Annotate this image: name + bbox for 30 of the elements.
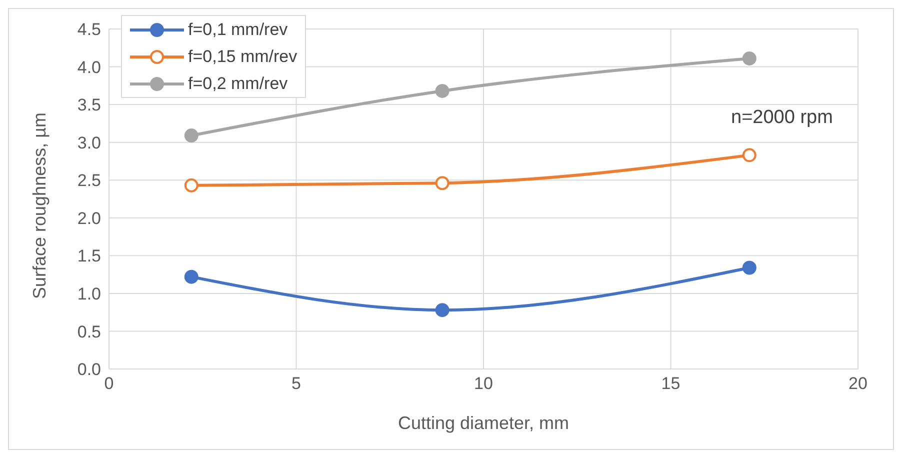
y-axis-title: Surface roughness, µm (29, 112, 50, 299)
y-tick-label: 2.5 (77, 171, 101, 190)
x-tick-label: 15 (661, 374, 680, 394)
point (435, 176, 450, 190)
x-tick-label: 0 (104, 374, 114, 394)
point (742, 148, 756, 162)
y-tick-label: 4.0 (77, 58, 101, 77)
point (742, 51, 756, 66)
point (184, 270, 198, 284)
x-tick-label: 10 (474, 374, 493, 394)
legend-label: f=0,1 mm/rev (188, 19, 288, 41)
y-tick-label: 2.0 (77, 208, 101, 228)
y-tick-label: 1.5 (77, 246, 101, 266)
point (184, 178, 198, 192)
point (435, 84, 450, 98)
y-tick-label: 1.0 (77, 284, 101, 304)
point (435, 303, 450, 318)
y-tick-label: 4.5 (77, 20, 101, 40)
x-tick-label: 5 (292, 374, 301, 394)
x-tick-label: 20 (848, 374, 868, 394)
annotation: n=2000 rpm (725, 105, 839, 131)
legend-label: f=0,15 mm/rev (188, 46, 298, 68)
y-tick-label: 3.5 (77, 96, 101, 115)
point (742, 260, 756, 275)
legend-label: f=0,2 mm/rev (188, 73, 288, 95)
y-tick-label: 3.0 (77, 133, 101, 152)
point (184, 128, 198, 143)
y-tick-label: 0.5 (77, 322, 101, 342)
y-tick-label: 0.0 (77, 360, 101, 380)
x-axis-title: Cutting diameter, mm (398, 413, 570, 433)
